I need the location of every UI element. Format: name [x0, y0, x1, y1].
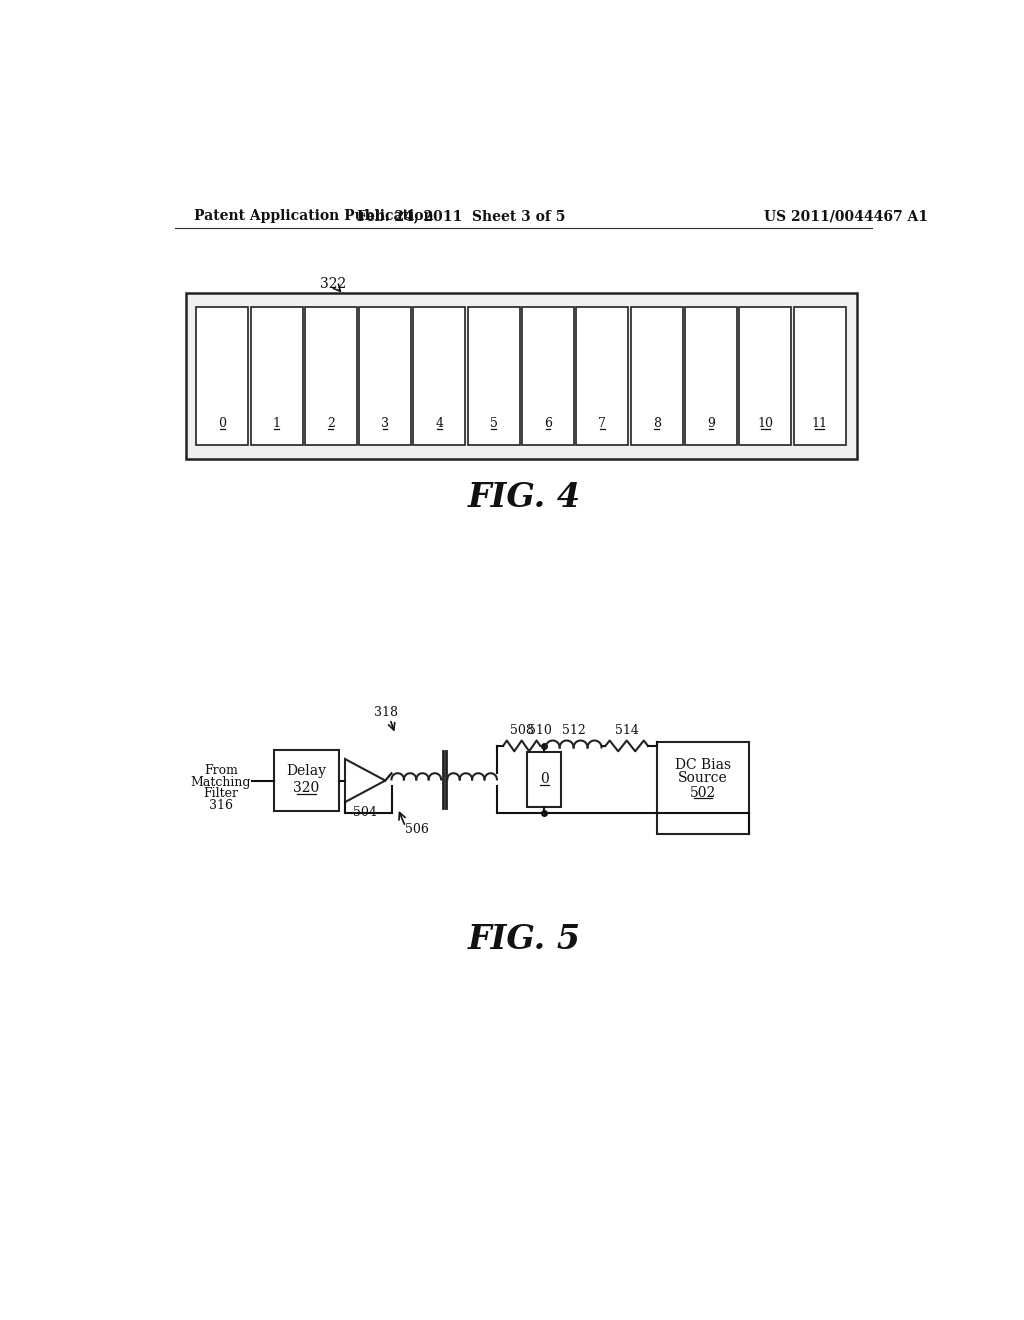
Polygon shape	[273, 750, 339, 812]
Text: Source: Source	[678, 771, 728, 785]
Text: 512: 512	[562, 723, 586, 737]
Text: 510: 510	[528, 723, 552, 737]
Text: Filter: Filter	[204, 787, 239, 800]
Text: 0: 0	[218, 417, 226, 430]
Text: 320: 320	[293, 781, 319, 795]
Polygon shape	[468, 308, 520, 445]
Text: 316: 316	[209, 799, 233, 812]
Polygon shape	[305, 308, 356, 445]
Polygon shape	[414, 308, 466, 445]
Polygon shape	[359, 308, 411, 445]
Text: US 2011/0044467 A1: US 2011/0044467 A1	[764, 209, 928, 223]
Text: 514: 514	[614, 723, 639, 737]
Text: 508: 508	[510, 723, 534, 737]
Text: 322: 322	[321, 277, 346, 290]
Text: Delay: Delay	[287, 764, 327, 779]
Text: 7: 7	[598, 417, 606, 430]
Text: Matching: Matching	[190, 776, 251, 788]
Text: 1: 1	[272, 417, 281, 430]
Polygon shape	[631, 308, 683, 445]
Polygon shape	[794, 308, 846, 445]
Text: 4: 4	[435, 417, 443, 430]
Text: 9: 9	[708, 417, 715, 430]
Polygon shape	[739, 308, 792, 445]
Polygon shape	[197, 308, 248, 445]
Text: 506: 506	[406, 824, 429, 837]
Text: 11: 11	[812, 417, 827, 430]
Text: 502: 502	[690, 785, 716, 800]
Text: DC Bias: DC Bias	[675, 758, 731, 772]
Polygon shape	[657, 742, 749, 834]
Text: 5: 5	[489, 417, 498, 430]
Text: 6: 6	[544, 417, 552, 430]
Text: Feb. 24, 2011  Sheet 3 of 5: Feb. 24, 2011 Sheet 3 of 5	[357, 209, 565, 223]
Text: From: From	[204, 764, 238, 777]
Text: 2: 2	[327, 417, 335, 430]
Text: 3: 3	[381, 417, 389, 430]
Polygon shape	[345, 759, 385, 803]
Polygon shape	[577, 308, 629, 445]
Text: FIG. 5: FIG. 5	[468, 924, 582, 957]
Polygon shape	[522, 308, 574, 445]
Text: 318: 318	[375, 706, 398, 719]
Text: 10: 10	[758, 417, 773, 430]
Polygon shape	[186, 293, 856, 459]
Polygon shape	[685, 308, 737, 445]
Text: 0: 0	[540, 772, 549, 787]
Text: Patent Application Publication: Patent Application Publication	[194, 209, 433, 223]
Text: 504: 504	[353, 807, 377, 820]
Text: 8: 8	[652, 417, 660, 430]
Polygon shape	[251, 308, 302, 445]
Text: FIG. 4: FIG. 4	[468, 480, 582, 513]
Polygon shape	[527, 752, 561, 807]
